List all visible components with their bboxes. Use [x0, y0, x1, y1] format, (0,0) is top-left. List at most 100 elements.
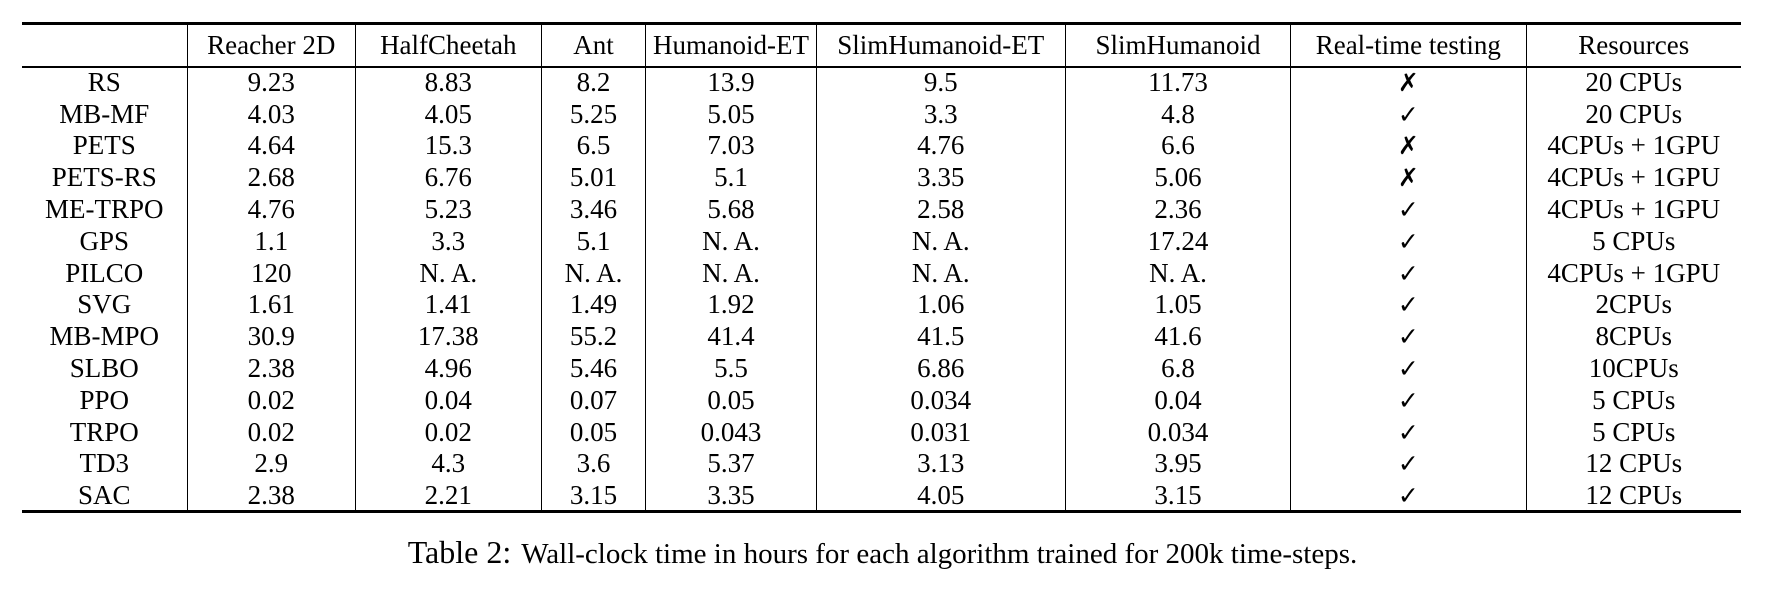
realtime-cell: ✓	[1290, 98, 1527, 131]
value-cell: 4.8	[1065, 98, 1292, 131]
realtime-cell: ✓	[1290, 225, 1527, 258]
value-cell: 15.3	[355, 130, 542, 162]
table-body: RS 9.23 8.83 8.2 13.9 9.5 11.73 ✗ 20 CPUs MB-MF 4.…	[22, 66, 1741, 512]
value-cell: 5.1	[541, 225, 647, 258]
resources-cell: 12 CPUs	[1585, 479, 1683, 510]
value-cell: 1.05	[1065, 289, 1292, 321]
value-cell: 5.37	[645, 448, 817, 480]
table-row: ME-TRPO 4.76 5.23 3.46 5.68 2.58 2.36 ✓ 4CPUs + …	[22, 193, 1741, 226]
value-cell: 0.02	[187, 384, 356, 417]
value-cell: 0.02	[187, 416, 356, 449]
realtime-cell: ✓	[1290, 384, 1527, 417]
column-header: Humanoid-ET	[645, 23, 817, 67]
value-cell: 1.61	[187, 289, 356, 321]
realtime-cell: ✓	[1290, 289, 1527, 321]
table-row: GPS 1.1 3.3 5.1 N. A. N. A. 17.24 ✓ 5 CPUs	[22, 225, 1741, 258]
wall-clock-table-container: Reacher 2D HalfCheetah Ant Humanoid-ET SlimH…	[22, 22, 1741, 514]
column-header: Real-time testing	[1290, 23, 1527, 67]
table-caption: Table 2: Wall-clock time in hours for eac…	[0, 534, 1765, 571]
check-icon: ✓	[1397, 354, 1419, 384]
value-cell: 6.8	[1065, 352, 1292, 385]
value-cell: 3.15	[1065, 479, 1292, 512]
value-cell: 4.96	[355, 352, 542, 385]
column-header: SlimHumanoid-ET	[816, 23, 1066, 67]
value-cell: 0.034	[1065, 416, 1292, 449]
resources-cell: 20 CPUs	[1585, 98, 1683, 129]
value-cell: 0.05	[541, 416, 647, 449]
row-label-sac: SAC	[22, 479, 188, 512]
value-cell: 5.68	[645, 193, 817, 226]
value-cell: 0.02	[355, 416, 542, 449]
value-cell: 8.83	[355, 66, 542, 99]
header-row: Reacher 2D HalfCheetah Ant Humanoid-ET SlimH…	[22, 23, 1741, 67]
resources-cell: 5 CPUs	[1592, 225, 1676, 256]
value-cell: N. A.	[541, 257, 647, 290]
row-label-pets: PETS	[22, 130, 188, 162]
row-label-me-trpo: ME-TRPO	[22, 193, 188, 226]
realtime-cell: ✓	[1290, 352, 1527, 385]
cross-icon: ✗	[1397, 131, 1419, 161]
value-cell: 5.23	[355, 193, 542, 226]
table-row: TRPO 0.02 0.02 0.05 0.043 0.031 0.034 ✓ 5 CPUs	[22, 416, 1741, 449]
realtime-cell: ✓	[1290, 320, 1527, 353]
value-cell: 2.36	[1065, 193, 1292, 226]
value-cell: 11.73	[1065, 66, 1292, 99]
value-cell: 3.6	[541, 448, 647, 480]
value-cell: 0.07	[541, 384, 647, 417]
value-cell: 2.68	[187, 161, 356, 194]
resources-cell: 5 CPUs	[1592, 416, 1676, 447]
resources-cell: 5 CPUs	[1592, 384, 1676, 415]
value-cell: 8.2	[541, 66, 647, 99]
resources-cell: 12 CPUs	[1585, 448, 1683, 479]
column-header: Ant	[541, 23, 647, 67]
check-icon: ✓	[1397, 417, 1419, 447]
value-cell: 2.58	[816, 193, 1066, 226]
table-row: SVG 1.61 1.41 1.49 1.92 1.06 1.05 ✓ 2CPUs	[22, 289, 1741, 321]
column-header: HalfCheetah	[355, 23, 542, 67]
value-cell: 0.04	[355, 384, 542, 417]
value-cell: 3.15	[541, 479, 647, 512]
value-cell: 41.4	[645, 320, 817, 353]
row-label-gps: GPS	[22, 225, 188, 258]
table-row: MB-MPO 30.9 17.38 55.2 41.4 41.5 41.6 ✓ 8CPUs	[22, 320, 1741, 353]
wall-clock-table: Reacher 2D HalfCheetah Ant Humanoid-ET SlimH…	[22, 22, 1741, 514]
value-cell: 1.06	[816, 289, 1066, 321]
realtime-cell: ✓	[1290, 479, 1527, 512]
value-cell: 2.21	[355, 479, 542, 512]
table-row: PETS-RS 2.68 6.76 5.01 5.1 3.35 5.06 ✗ 4CPUs + 1…	[22, 161, 1741, 194]
cross-icon: ✗	[1397, 68, 1419, 98]
value-cell: 55.2	[541, 320, 647, 353]
value-cell: 5.25	[541, 98, 647, 131]
value-cell: 30.9	[187, 320, 356, 353]
row-label-svg: SVG	[22, 289, 188, 321]
value-cell: 17.24	[1065, 225, 1292, 258]
value-cell: 9.23	[187, 66, 356, 99]
row-label-td3: TD3	[22, 448, 188, 480]
check-icon: ✓	[1397, 99, 1419, 129]
value-cell: 7.03	[645, 130, 817, 162]
value-cell: 0.031	[816, 416, 1066, 449]
realtime-cell: ✗	[1290, 66, 1527, 99]
value-cell: 3.35	[816, 161, 1066, 194]
value-cell: 4.05	[816, 479, 1066, 512]
table-row: PILCO 120 N. A. N. A. N. A. N. A. N. A. ✓ 4CPUs …	[22, 257, 1741, 290]
value-cell: 3.13	[816, 448, 1066, 480]
table-row: PPO 0.02 0.04 0.07 0.05 0.034 0.04 ✓ 5 CPUs	[22, 384, 1741, 417]
value-cell: 17.38	[355, 320, 542, 353]
table-row: SLBO 2.38 4.96 5.46 5.5 6.86 6.8 ✓ 10CPUs	[22, 352, 1741, 385]
value-cell: 3.95	[1065, 448, 1292, 480]
resources-cell: 4CPUs + 1GPU	[1547, 162, 1721, 193]
resources-cell: 10CPUs	[1588, 353, 1679, 384]
caption-label: Table 2:	[407, 534, 512, 570]
value-cell: 1.49	[541, 289, 647, 321]
check-icon: ✓	[1397, 480, 1419, 510]
row-label-mb-mpo: MB-MPO	[22, 320, 188, 353]
cross-icon: ✗	[1397, 163, 1419, 193]
row-label-mb-mf: MB-MF	[22, 98, 188, 131]
value-cell: 5.1	[645, 161, 817, 194]
value-cell: 0.034	[816, 384, 1066, 417]
row-label-rs: RS	[22, 66, 188, 99]
value-cell: 1.41	[355, 289, 542, 321]
table-header: Reacher 2D HalfCheetah Ant Humanoid-ET SlimH…	[22, 23, 1741, 67]
check-icon: ✓	[1397, 385, 1419, 415]
